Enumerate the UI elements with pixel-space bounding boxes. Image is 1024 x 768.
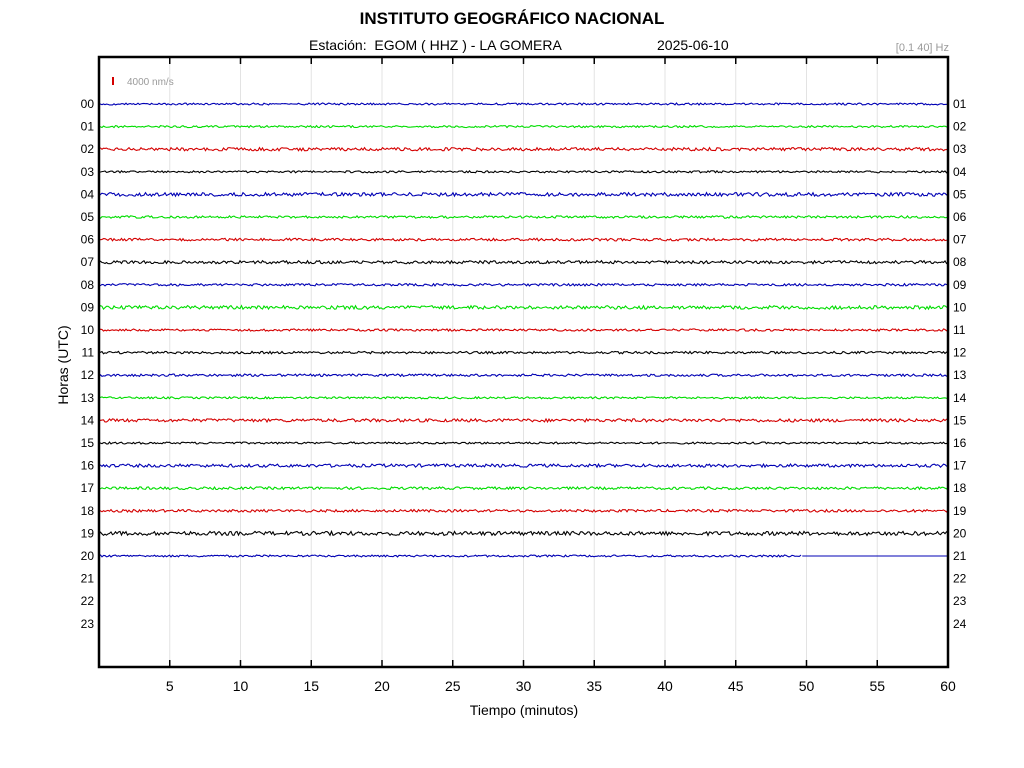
trace-hour-07 <box>98 259 949 265</box>
trace-hour-09 <box>98 304 949 311</box>
hour-label-right: 17 <box>953 459 967 473</box>
x-tick-label: 30 <box>516 678 532 694</box>
hour-label-left: 14 <box>81 413 95 427</box>
hour-label-right: 03 <box>953 142 967 156</box>
hour-label-left: 05 <box>81 210 95 224</box>
x-tick-label: 5 <box>166 678 174 694</box>
trace-hour-14 <box>98 417 949 424</box>
hour-label-right: 10 <box>953 300 967 314</box>
trace-hour-06 <box>98 237 949 242</box>
hour-label-left: 20 <box>81 549 95 563</box>
y-axis-label: Horas (UTC) <box>55 325 71 404</box>
hour-label-left: 02 <box>81 142 95 156</box>
filter-band-label: [0.1 40] Hz <box>895 42 949 54</box>
hour-label-left: 11 <box>82 346 95 360</box>
x-axis-label: Tiempo (minutos) <box>470 702 578 718</box>
trace-hour-04 <box>98 191 949 198</box>
hour-label-right: 05 <box>953 187 967 201</box>
grid-layer <box>169 57 878 667</box>
hour-label-right: 13 <box>953 368 967 382</box>
hour-label-right: 12 <box>953 346 967 360</box>
x-tick-label: 40 <box>657 678 673 694</box>
trace-hour-13 <box>98 396 949 400</box>
hour-label-left: 15 <box>81 436 95 450</box>
hour-label-right: 19 <box>953 504 967 518</box>
station-date: 2025-06-10 <box>657 37 729 53</box>
hour-label-left: 12 <box>81 368 95 382</box>
x-tick-label: 15 <box>303 678 319 694</box>
trace-hour-02 <box>98 146 949 152</box>
hour-label-right: 01 <box>953 97 967 111</box>
x-tick-label: 60 <box>940 678 956 694</box>
trace-hour-12 <box>98 373 949 378</box>
hour-label-right: 22 <box>953 572 967 586</box>
hour-label-left: 13 <box>81 391 95 405</box>
hour-label-right: 11 <box>953 323 966 337</box>
hour-label-left: 04 <box>81 187 95 201</box>
trace-hour-10 <box>98 328 949 332</box>
trace-hour-03 <box>98 169 949 174</box>
label-layer: 5 10 15 20 25 30 35 40 45 50 55 60 00 01 02 03 04 05 06 07 0… <box>81 97 967 694</box>
tick-layer <box>169 57 878 667</box>
hour-label-right: 16 <box>953 436 967 450</box>
x-tick-label: 45 <box>728 678 744 694</box>
x-tick-label: 55 <box>869 678 885 694</box>
trace-hour-20 <box>98 554 802 558</box>
hour-label-left: 07 <box>81 255 95 269</box>
hour-label-left: 23 <box>81 617 95 631</box>
hour-label-right: 21 <box>953 549 967 563</box>
trace-hour-05 <box>98 214 949 220</box>
trace-layer <box>98 102 949 558</box>
hour-label-left: 01 <box>81 120 95 134</box>
hour-label-left: 09 <box>81 300 95 314</box>
hour-label-left: 08 <box>81 278 95 292</box>
trace-hour-08 <box>98 282 949 287</box>
hour-label-left: 00 <box>81 97 95 111</box>
hour-label-left: 22 <box>81 594 95 608</box>
trace-hour-01 <box>98 124 949 129</box>
hour-label-right: 24 <box>953 617 967 631</box>
trace-hour-17 <box>98 485 949 491</box>
hour-label-right: 04 <box>953 165 967 179</box>
trace-hour-00 <box>98 102 949 106</box>
scale-bar-label: 4000 nm/s <box>127 77 174 88</box>
trace-hour-19 <box>98 529 949 537</box>
hour-label-right: 06 <box>953 210 967 224</box>
hour-label-right: 09 <box>953 278 967 292</box>
hour-label-left: 03 <box>81 165 95 179</box>
hour-label-left: 17 <box>81 481 95 495</box>
x-tick-label: 20 <box>374 678 390 694</box>
trace-hour-15 <box>98 441 949 445</box>
hour-label-left: 16 <box>81 459 95 473</box>
hour-label-right: 18 <box>953 481 967 495</box>
page-title: INSTITUTO GEOGRÁFICO NACIONAL <box>359 9 665 28</box>
hour-label-right: 08 <box>953 255 967 269</box>
hour-label-right: 15 <box>953 413 967 427</box>
hour-label-left: 19 <box>81 526 95 540</box>
x-tick-label: 35 <box>586 678 602 694</box>
trace-hour-11 <box>98 350 949 355</box>
hour-label-right: 20 <box>953 526 967 540</box>
station-label: Estación: EGOM ( HHZ ) - LA GOMERA <box>309 37 562 53</box>
hour-label-left: 21 <box>81 572 95 586</box>
x-tick-label: 25 <box>445 678 461 694</box>
hour-label-right: 23 <box>953 594 967 608</box>
trace-hour-16 <box>98 462 949 469</box>
x-tick-label: 50 <box>799 678 815 694</box>
hour-label-right: 14 <box>953 391 967 405</box>
hour-label-left: 06 <box>81 233 95 247</box>
hour-label-left: 18 <box>81 504 95 518</box>
hour-label-right: 02 <box>953 120 967 134</box>
trace-hour-18 <box>98 508 949 513</box>
x-tick-label: 10 <box>233 678 249 694</box>
hour-label-right: 07 <box>953 233 967 247</box>
hour-label-left: 10 <box>81 323 95 337</box>
